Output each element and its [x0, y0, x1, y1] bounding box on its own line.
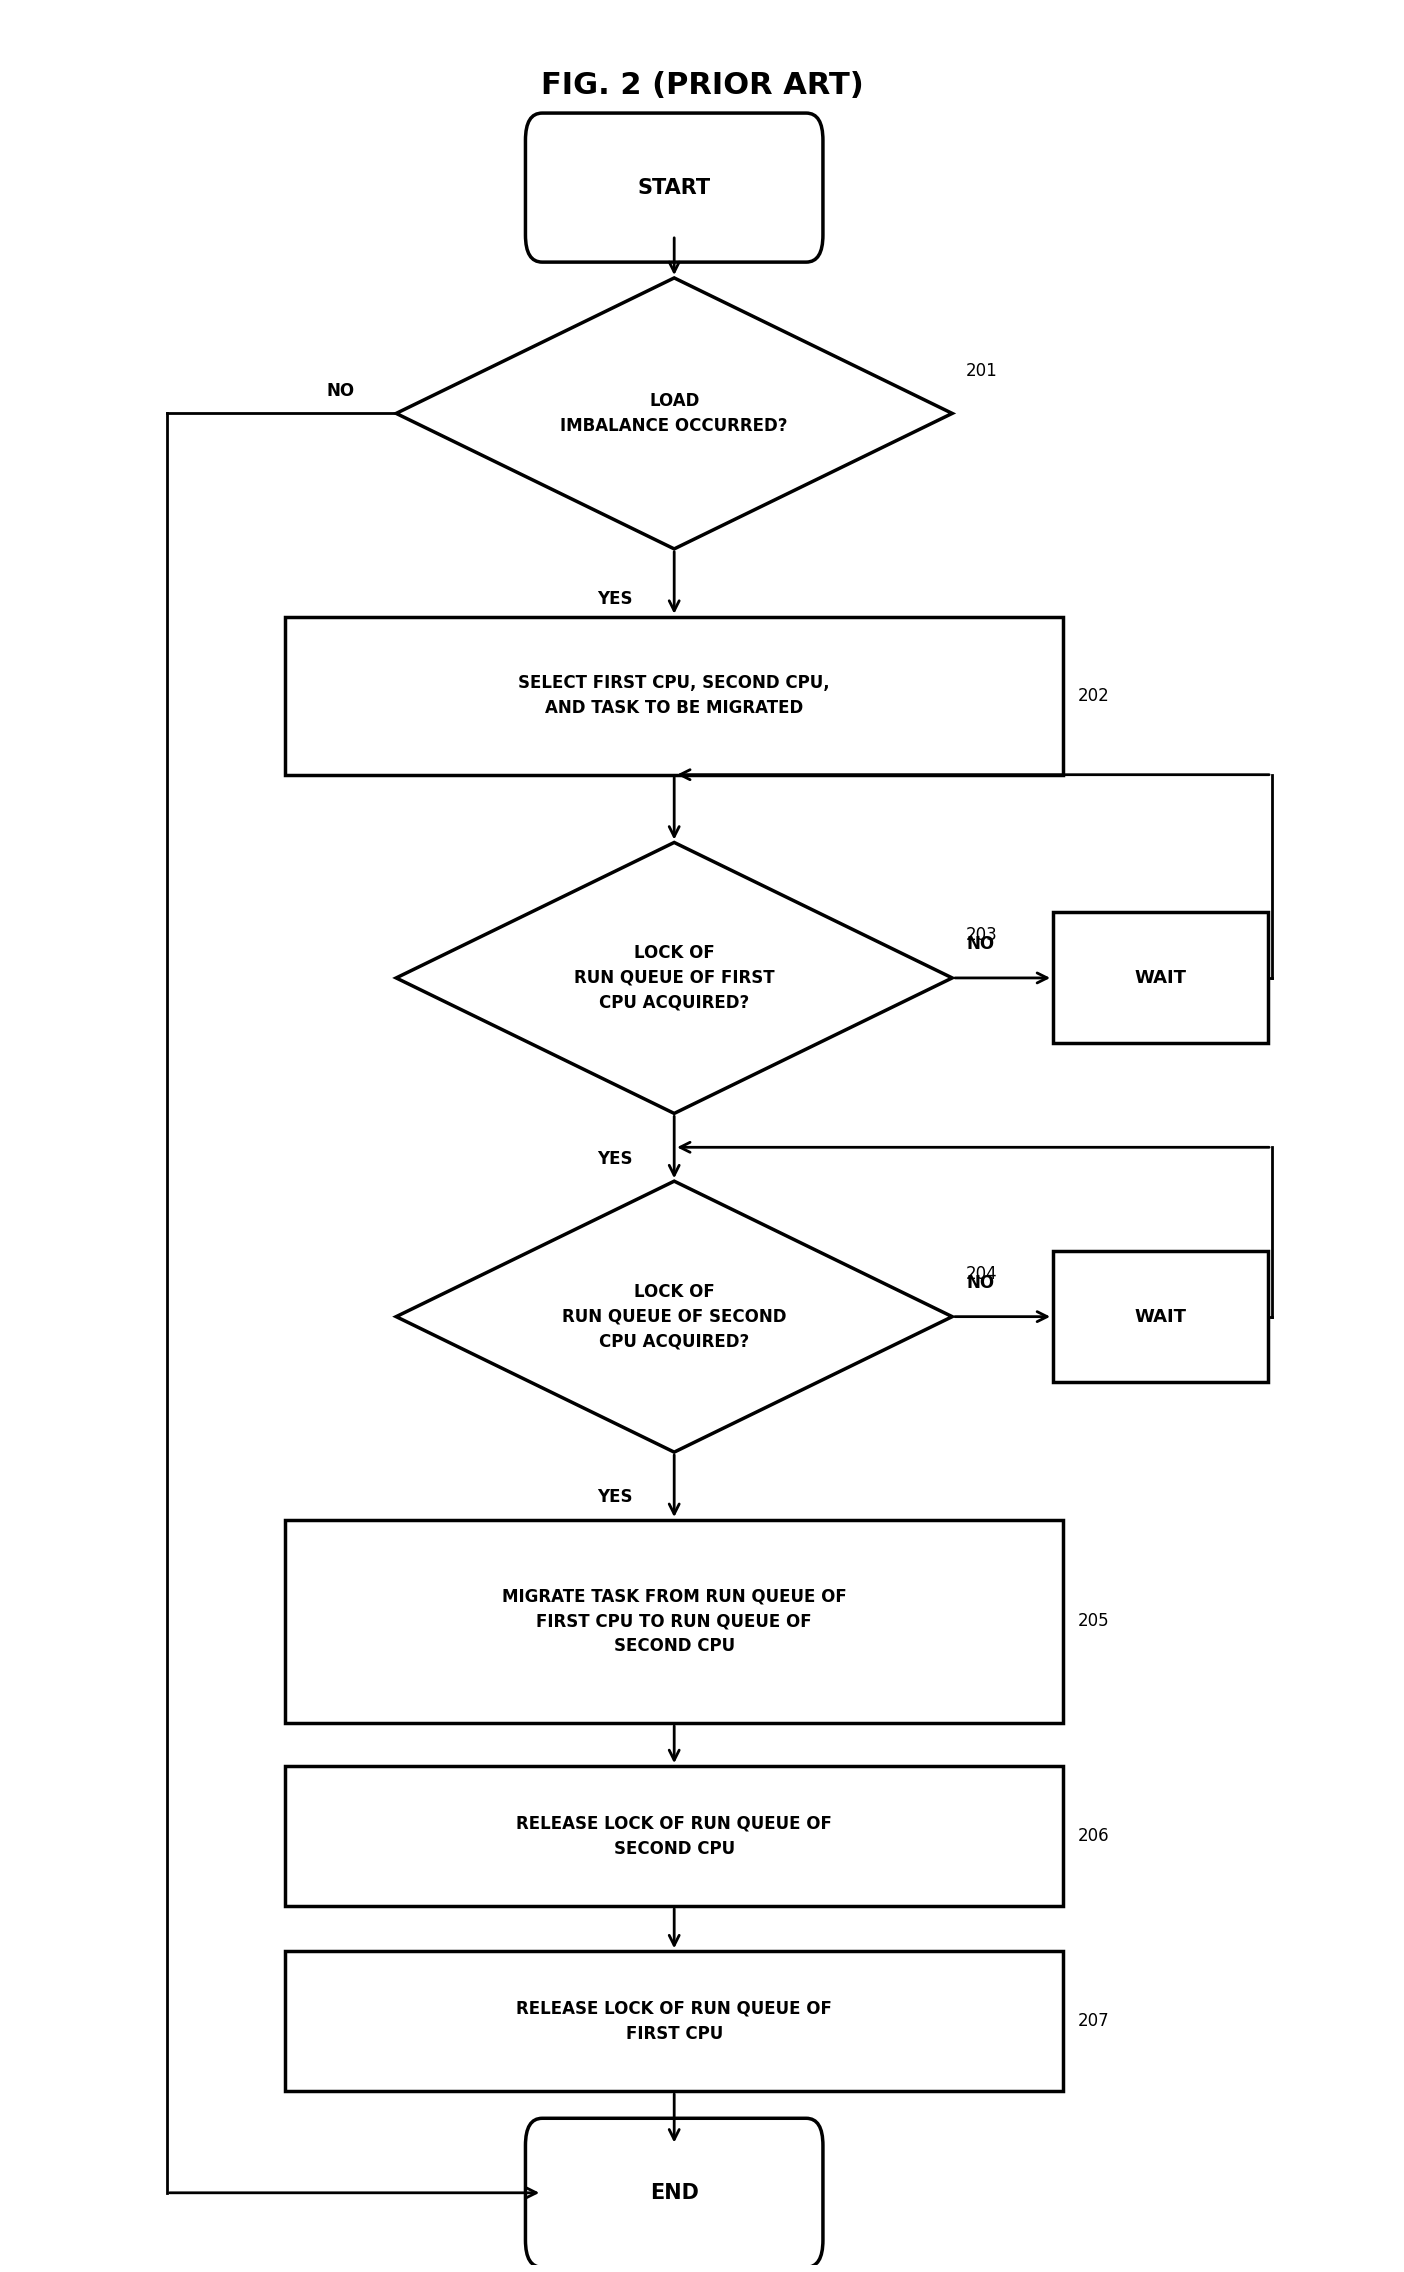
Text: NO: NO [966, 1275, 994, 1293]
Bar [1053, 1252, 1268, 1381]
FancyBboxPatch shape [525, 2118, 823, 2267]
Text: NO: NO [966, 936, 994, 952]
Bar [285, 616, 1063, 775]
Text: MIGRATE TASK FROM RUN QUEUE OF
FIRST CPU TO RUN QUEUE OF
SECOND CPU: MIGRATE TASK FROM RUN QUEUE OF FIRST CPU… [501, 1588, 847, 1656]
Text: START: START [637, 177, 710, 198]
Text: LOAD
IMBALANCE OCCURRED?: LOAD IMBALANCE OCCURRED? [560, 391, 788, 434]
Text: NO: NO [326, 382, 354, 400]
Text: END: END [650, 2183, 699, 2204]
Text: YES: YES [597, 1488, 632, 1506]
Polygon shape [396, 277, 952, 550]
Text: RELEASE LOCK OF RUN QUEUE OF
SECOND CPU: RELEASE LOCK OF RUN QUEUE OF SECOND CPU [517, 1815, 833, 1858]
Text: WAIT: WAIT [1134, 968, 1186, 986]
Bar [285, 1520, 1063, 1722]
Polygon shape [396, 1181, 952, 1452]
Text: YES: YES [597, 588, 632, 607]
Text: FIG. 2 (PRIOR ART): FIG. 2 (PRIOR ART) [541, 70, 863, 100]
Bar [285, 1765, 1063, 1906]
Text: LOCK OF
RUN QUEUE OF SECOND
CPU ACQUIRED?: LOCK OF RUN QUEUE OF SECOND CPU ACQUIRED… [562, 1284, 786, 1350]
Text: 202: 202 [1077, 686, 1109, 704]
Text: 201: 201 [966, 361, 998, 379]
Text: SELECT FIRST CPU, SECOND CPU,
AND TASK TO BE MIGRATED: SELECT FIRST CPU, SECOND CPU, AND TASK T… [518, 675, 830, 718]
Text: YES: YES [597, 1150, 632, 1168]
Polygon shape [396, 843, 952, 1113]
Text: 207: 207 [1077, 2013, 1109, 2031]
Text: 204: 204 [966, 1266, 998, 1284]
FancyBboxPatch shape [525, 114, 823, 261]
Text: RELEASE LOCK OF RUN QUEUE OF
FIRST CPU: RELEASE LOCK OF RUN QUEUE OF FIRST CPU [517, 1999, 833, 2043]
Text: 205: 205 [1077, 1613, 1109, 1631]
Text: 206: 206 [1077, 1827, 1109, 1845]
Text: LOCK OF
RUN QUEUE OF FIRST
CPU ACQUIRED?: LOCK OF RUN QUEUE OF FIRST CPU ACQUIRED? [574, 943, 775, 1011]
Text: 203: 203 [966, 927, 998, 945]
Bar [285, 1952, 1063, 2090]
Bar [1053, 913, 1268, 1043]
Text: WAIT: WAIT [1134, 1309, 1186, 1325]
